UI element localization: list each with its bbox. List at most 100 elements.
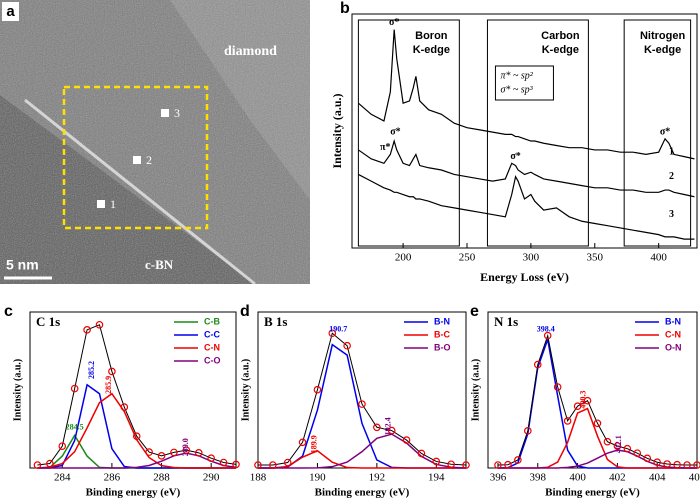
data-point [462,461,470,469]
point-label: 3 [174,106,180,120]
x-tick-label: 190 [309,472,326,484]
panel-title: C 1s [36,314,60,329]
data-point [653,458,661,467]
data-point [358,400,366,408]
data-point [219,458,228,467]
data-point [33,461,42,469]
x-tick-label: 350 [587,252,604,264]
data-point [583,396,592,405]
data-point [207,454,215,462]
x-tick-label: 406 [689,472,700,484]
edge-box [623,19,692,247]
data-point [693,461,700,469]
point-label: 2 [146,153,152,167]
series-line [497,336,697,469]
data-point [313,385,322,394]
edge-label: K-edge [542,44,579,56]
annotation: 192.4 [384,417,393,435]
x-tick-label: 290 [203,472,220,484]
panel-label: b [340,0,350,17]
tem-image: 1 2 3 diamond c-BN 5 nm a [0,0,310,284]
legend-label: B-O [434,342,451,352]
data-point [673,460,681,469]
data-point [683,461,691,469]
series-line [358,173,695,240]
edge-label: Nitrogen [640,30,686,42]
grain [0,0,310,284]
annotation: σ* [390,126,400,137]
x-axis-title: Binding energy (eV) [545,487,640,499]
data-point [447,460,455,469]
data-point [593,419,602,428]
fit-line [497,333,697,466]
edge-label: K-edge [644,44,681,56]
note-text: σ* ~ sp³ [500,84,533,95]
edge-box [357,19,460,247]
fit-line [258,332,467,466]
data-point [182,446,191,454]
panel-label: e [470,303,479,320]
y-axis-title: Intensity (a.u.) [470,359,481,422]
annotation: σ* [389,17,399,28]
data-point [633,449,642,457]
point-label: 1 [110,197,116,211]
annotation: 1 [669,146,674,157]
x-axis-title: Energy Loss (eV) [480,270,569,284]
data-point [494,461,502,469]
x-axis-title: Binding energy (eV) [315,487,410,499]
legend-label: C-N [665,329,681,339]
data-point [83,326,91,334]
series-line [258,449,466,469]
x-tick-label: 400 [650,252,667,264]
x-tick-label: 398 [530,472,547,484]
x-tick-label: 188 [250,472,267,484]
data-point [663,460,671,468]
series-line [358,138,695,198]
data-point [553,383,562,391]
annotation: 2 [669,171,674,182]
x-tick-label: 194 [428,472,445,484]
annotation: 402.1 [614,435,623,453]
data-point [269,461,277,469]
data-point [643,454,652,463]
x-tick-label: 288 [153,472,170,484]
legend-label: C-O [204,355,221,365]
series-line [37,452,237,469]
data-point [402,436,411,444]
panel-label: c [4,303,13,320]
legend-label: C-C [204,329,220,339]
scale-bar-label: 5 nm [6,257,39,273]
data-point [132,432,141,441]
y-axis-title: Intensity (a.u.) [240,359,251,422]
annotation: π* [380,142,390,153]
annotation: 285.2 [87,361,96,379]
data-point [298,438,307,447]
series-line [357,29,695,160]
legend-label: C-B [204,316,220,326]
annotation: 190.7 [329,325,347,334]
data-point [623,444,632,453]
legend-label: B-N [434,316,450,326]
x-tick-label: 402 [609,472,626,484]
x-tick-label: 284 [54,472,71,484]
x-tick-label: 286 [104,472,121,484]
data-point [70,384,79,393]
note-text: π* ~ sp² [500,70,533,81]
data-point [504,460,512,469]
edge-box [486,19,589,247]
edge-label: Boron [415,30,448,42]
legend-label: O-N [665,342,682,352]
x-tick-label: 404 [649,472,666,484]
region-label: diamond [224,44,277,59]
series-line [497,449,697,469]
panel-title: N 1s [494,314,518,329]
panel-title: B 1s [264,314,287,329]
note-box [494,65,554,101]
series-line [258,343,466,469]
annotation: 285.9 [104,376,113,394]
data-point [533,360,542,369]
x-tick-label: 400 [569,472,586,484]
data-point [573,402,582,410]
y-axis-title: Intensity (a.u.) [12,359,23,422]
